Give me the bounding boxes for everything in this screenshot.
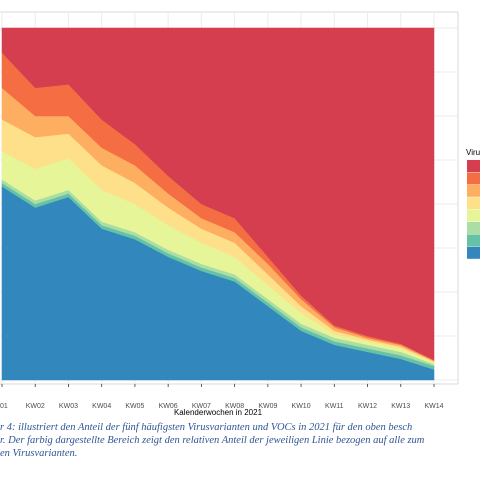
- legend-key-8: [467, 160, 480, 172]
- x-axis-title: Kalenderwochen in 2021: [174, 408, 263, 417]
- legend-key-1: [467, 246, 480, 259]
- x-tick-label-KW10: KW10: [292, 403, 311, 410]
- x-axis-ticks: 01 KW02 KW03 KW04 KW05 KW06 KW07 KW08 KW09 KW10 KW…: [0, 384, 444, 410]
- legend-key-4: [467, 209, 480, 222]
- figure-caption: r 4: illustriert den Anteil der fünf häu…: [0, 421, 480, 460]
- area-series-8: [1, 27, 435, 361]
- legend: [467, 160, 480, 259]
- stacked-areas: [1, 27, 435, 381]
- legend-title: Viru: [466, 148, 480, 157]
- caption-line-3: en Virusvarianten.: [0, 448, 78, 459]
- legend-key-2: [467, 234, 480, 247]
- x-tick-label-KW05: KW05: [125, 403, 144, 410]
- x-tick-label-KW06: KW06: [159, 403, 178, 410]
- x-tick-label-KW12: KW12: [358, 403, 377, 410]
- x-tick-label-KW04: KW04: [92, 403, 111, 410]
- x-tick-label-KW03: KW03: [59, 403, 78, 410]
- x-tick-label-KW09: KW09: [258, 403, 277, 410]
- caption-line-1: r 4: illustriert den Anteil der fünf häu…: [0, 422, 413, 433]
- x-tick-label-KW14: KW14: [424, 403, 443, 410]
- x-tick-label-KW07: KW07: [192, 403, 211, 410]
- caption-line-2: r. Der farbig dargestellte Bereich zeigt…: [0, 435, 425, 446]
- legend-key-3: [467, 222, 480, 234]
- x-tick-label-KW01: 01: [0, 403, 8, 410]
- x-tick-label-KW02: KW02: [26, 403, 45, 410]
- x-tick-label-KW11: KW11: [325, 403, 344, 410]
- x-tick-label-KW13: KW13: [391, 403, 410, 410]
- legend-key-7: [467, 172, 480, 185]
- legend-key-5: [467, 197, 480, 210]
- legend-key-6: [467, 184, 480, 197]
- x-tick-label-KW08: KW08: [225, 403, 244, 410]
